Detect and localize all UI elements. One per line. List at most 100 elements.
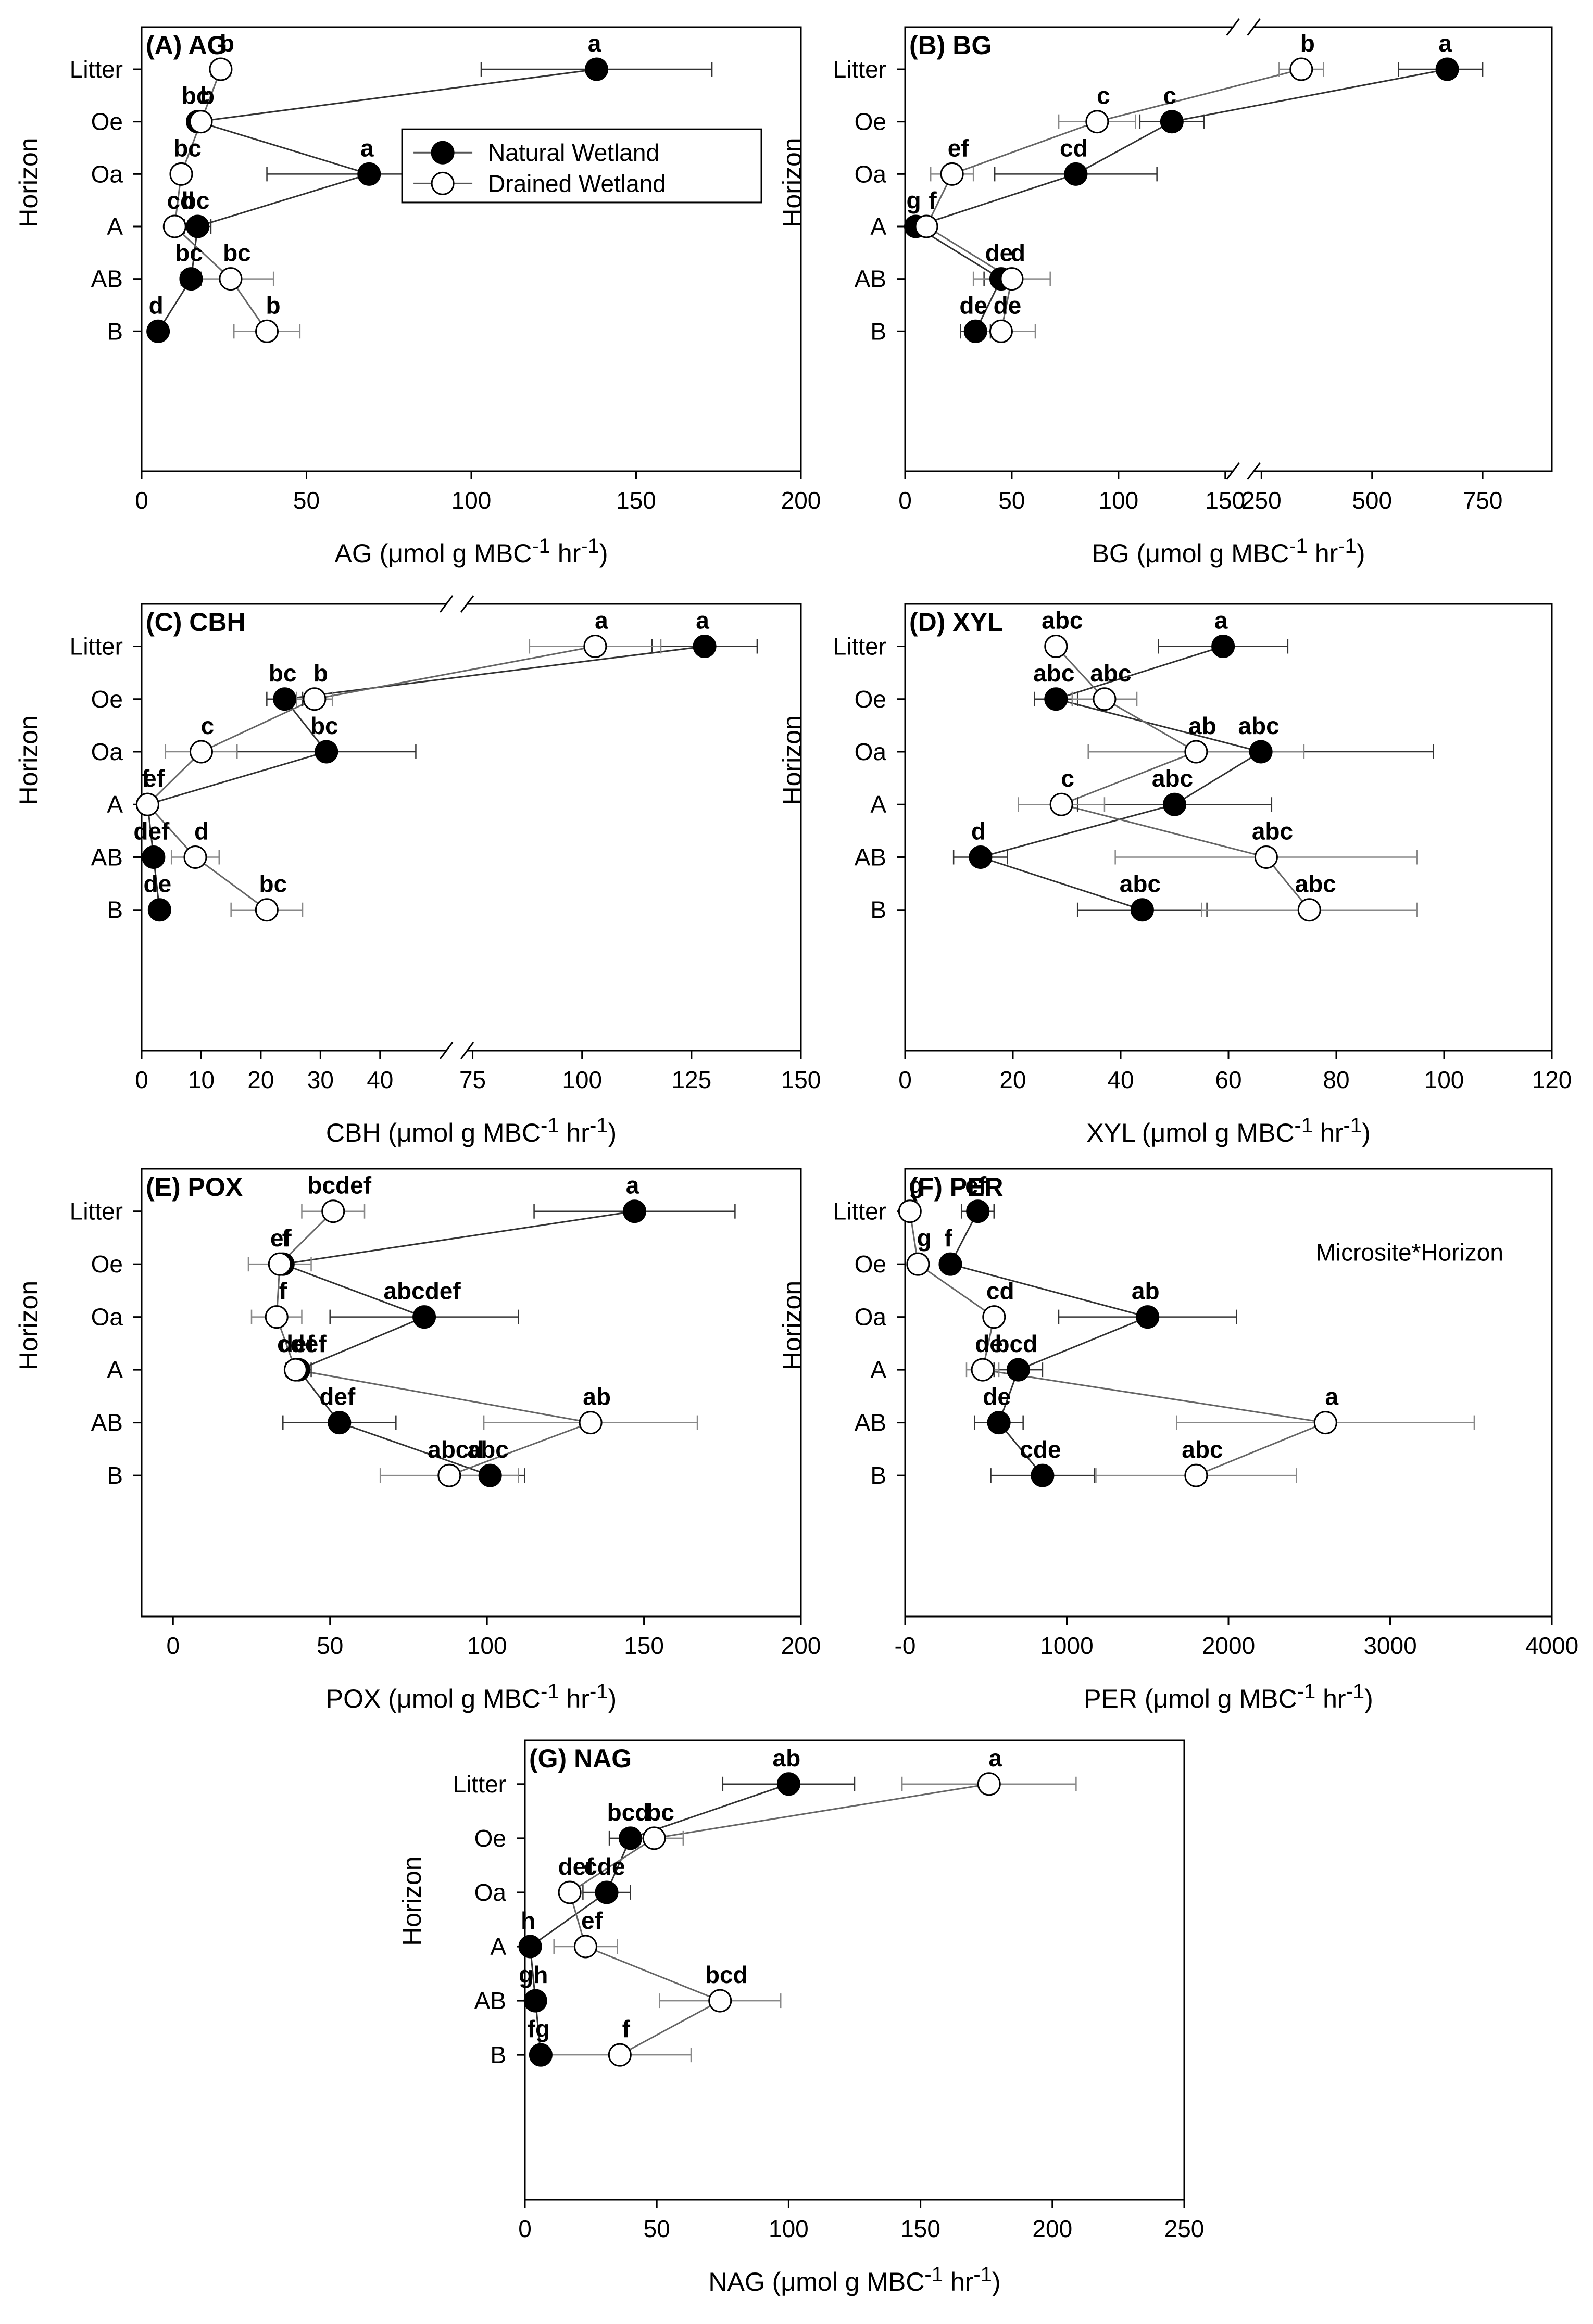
y-tick-label: B <box>107 1462 123 1489</box>
data-point-drained <box>283 1358 307 1382</box>
data-point-drained <box>977 1772 1001 1796</box>
y-axis-title: Horizon <box>397 1856 427 1946</box>
significance-letter: bc <box>182 82 210 109</box>
panel-5: 0 50 100 150 200 Litter Oe Oa A AB B POX (μmol g MB… <box>14 1168 821 1713</box>
y-tick-label: Oa <box>474 1879 507 1906</box>
x-tick-label: 50 <box>644 2215 670 2242</box>
data-point-natural <box>523 1989 547 2013</box>
panel-label: (G) NAG <box>529 1744 632 1773</box>
significance-letter: bc <box>259 870 287 898</box>
x-axis-title: CBH (μmol g MBC-1 hr-1) <box>326 1114 617 1147</box>
significance-letter: abc <box>1090 660 1131 687</box>
data-point-natural <box>963 319 987 343</box>
significance-letter: def <box>319 1383 356 1410</box>
plot-frame <box>904 603 1553 1052</box>
x-tick-label: 4000 <box>1525 1632 1578 1659</box>
x-tick-label: 100 <box>1098 487 1138 514</box>
series-line-natural <box>146 646 705 910</box>
significance-letter: abc <box>1120 870 1161 898</box>
y-tick-label: A <box>870 791 886 818</box>
y-tick-label: Oe <box>91 108 123 135</box>
legend-label: Natural Wetland <box>488 139 659 166</box>
data-point-natural <box>1031 1463 1055 1487</box>
significance-letter: f <box>282 1224 291 1252</box>
significance-letter: h <box>521 1907 535 1934</box>
panel-3: 0 10 20 30 40 75 100 125 150 Litter Oe Oa A AB B CBH (μ… <box>14 595 821 1147</box>
data-point-natural <box>1006 1358 1030 1382</box>
significance-letter: c <box>201 712 215 739</box>
significance-letter: bcd <box>995 1330 1037 1357</box>
significance-letter: g <box>906 187 921 214</box>
significance-letter: bc <box>310 712 338 739</box>
significance-letter: ef <box>965 1172 987 1199</box>
y-tick-label: A <box>870 213 886 240</box>
y-tick-label: Oe <box>474 1825 506 1852</box>
x-axis-title: POX (μmol g MBC-1 hr-1) <box>326 1680 617 1713</box>
panel-label: (F) PER <box>909 1172 1004 1202</box>
significance-letter: d <box>194 817 209 844</box>
x-tick-label: 150 <box>781 1066 821 1093</box>
data-point-drained <box>162 214 186 238</box>
panel-label: (B) BG <box>909 31 992 60</box>
y-tick-label: AB <box>474 1987 506 2014</box>
x-axis-title: PER (μmol g MBC-1 hr-1) <box>1084 1680 1373 1713</box>
x-tick-label: 100 <box>1424 1066 1464 1093</box>
data-point-drained <box>914 214 938 238</box>
significance-letter: f <box>944 1224 952 1252</box>
significance-letter: ab <box>1188 712 1216 739</box>
significance-letter: fg <box>528 2015 550 2042</box>
data-point-natural <box>1064 162 1088 186</box>
data-point-natural <box>693 635 717 659</box>
series-line-drained <box>569 1783 989 2056</box>
series-line-natural <box>280 1210 635 1476</box>
significance-letter: g <box>917 1224 932 1252</box>
significance-letter: ab <box>1132 1278 1160 1305</box>
panel-7: 0 50 100 150 200 250 Litter Oe Oa A AB B NAG (μmol g… <box>397 1739 1205 2296</box>
significance-letter: cde <box>584 1853 625 1880</box>
significance-letter: ef <box>143 765 165 792</box>
y-tick-label: Oa <box>91 738 123 765</box>
x-tick-label: 40 <box>1107 1066 1134 1093</box>
axis-break-mark <box>1226 18 1240 36</box>
x-tick-label: 60 <box>1215 1066 1241 1093</box>
data-point-drained <box>558 1880 582 1904</box>
data-point-drained <box>437 1463 461 1487</box>
significance-letter: a <box>696 607 709 634</box>
x-tick-label: 2000 <box>1202 1632 1255 1659</box>
x-tick-label: 250 <box>1164 2215 1205 2242</box>
x-tick-label: -0 <box>895 1632 916 1659</box>
significance-letter: b <box>220 30 234 57</box>
data-point-natural <box>1160 110 1184 134</box>
data-point-natural <box>412 1305 436 1329</box>
x-tick-label: 80 <box>1323 1066 1349 1093</box>
panel-label: (C) CBH <box>146 608 246 637</box>
significance-letter: abc <box>1252 817 1293 844</box>
axis-break-mark <box>1247 18 1261 36</box>
y-tick-label: AB <box>91 843 123 870</box>
x-tick-label: 50 <box>293 487 320 514</box>
significance-letter: d <box>1011 239 1025 267</box>
x-tick-label: 200 <box>1032 2215 1072 2242</box>
data-point-drained <box>255 898 279 922</box>
significance-letter: de <box>994 292 1022 319</box>
axis-break-mark <box>1247 462 1261 480</box>
data-point-natural <box>518 1935 542 1959</box>
data-point-drained <box>1289 57 1313 81</box>
x-axis-title: NAG (μmol g MBC-1 hr-1) <box>708 2263 1000 2296</box>
x-tick-label: 100 <box>467 1632 507 1659</box>
data-point-natural <box>328 1411 352 1435</box>
data-point-natural <box>987 1411 1011 1435</box>
data-point-drained <box>642 1826 666 1850</box>
data-point-drained <box>1000 267 1024 291</box>
data-point-drained <box>583 635 607 659</box>
y-axis-title: Horizon <box>777 137 807 227</box>
data-point-natural <box>585 57 609 81</box>
x-tick-label: 0 <box>518 2215 532 2242</box>
significance-letter: abc <box>1238 712 1279 739</box>
data-point-natural <box>1211 635 1235 659</box>
x-axis-title: BG (μmol g MBC-1 hr-1) <box>1092 535 1365 568</box>
x-tick-label: 75 <box>459 1066 486 1093</box>
x-axis-title: XYL (μmol g MBC-1 hr-1) <box>1086 1114 1370 1147</box>
y-tick-label: Oa <box>91 160 123 187</box>
